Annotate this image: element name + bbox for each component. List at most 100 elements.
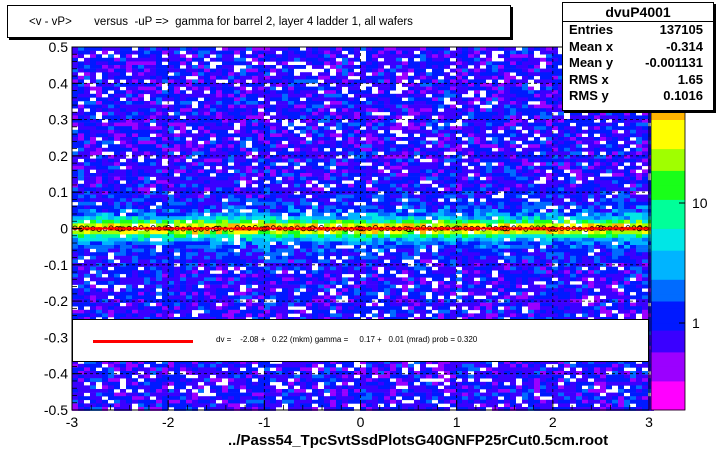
heatmap-cell xyxy=(96,122,102,127)
heatmap-cell xyxy=(258,93,264,98)
heatmap-cell xyxy=(114,129,120,134)
heatmap-cell xyxy=(474,129,480,134)
heatmap-cell xyxy=(522,205,528,210)
heatmap-cell xyxy=(222,86,228,91)
heatmap-cell xyxy=(348,129,354,134)
heatmap-cell xyxy=(378,230,384,235)
heatmap-cell xyxy=(192,198,198,203)
heatmap-cell xyxy=(156,111,162,116)
heatmap-cell xyxy=(558,108,564,113)
heatmap-cell xyxy=(426,237,432,242)
heatmap-cell xyxy=(468,151,474,156)
heatmap-cell xyxy=(366,245,372,249)
heatmap-cell xyxy=(312,219,318,224)
heatmap-cell xyxy=(564,191,570,195)
heatmap-cell xyxy=(546,155,552,159)
heatmap-cell xyxy=(84,144,90,149)
heatmap-cell xyxy=(534,72,540,77)
heatmap-cell xyxy=(384,241,390,246)
heatmap-cell xyxy=(114,104,120,109)
heatmap-cell xyxy=(444,223,450,228)
heatmap-cell xyxy=(276,104,282,109)
heatmap-cell xyxy=(432,198,438,203)
heatmap-cell xyxy=(534,119,540,123)
heatmap-cell xyxy=(468,212,474,217)
heatmap-cell xyxy=(126,158,132,163)
heatmap-cell xyxy=(522,169,528,174)
heatmap-cell xyxy=(144,162,150,167)
heatmap-cell xyxy=(474,209,480,213)
heatmap-cell xyxy=(246,129,252,134)
heatmap-cell xyxy=(474,173,480,177)
heatmap-cell xyxy=(150,79,156,84)
heatmap-cell xyxy=(504,47,510,51)
heatmap-cell xyxy=(294,241,300,246)
heatmap-cell xyxy=(444,75,450,80)
heatmap-cell xyxy=(240,230,246,235)
heatmap-cell xyxy=(432,241,438,246)
heatmap-cell xyxy=(108,147,114,152)
heatmap-cell xyxy=(180,191,186,195)
heatmap-cell xyxy=(174,86,180,91)
heatmap-cell xyxy=(510,245,516,249)
heatmap-cell xyxy=(408,126,414,131)
heatmap-cell xyxy=(408,198,414,203)
heatmap-cell xyxy=(270,65,276,69)
heatmap-cell xyxy=(504,176,510,181)
heatmap-cell xyxy=(582,234,588,239)
heatmap-cell xyxy=(408,108,414,113)
heatmap-cell xyxy=(414,248,420,253)
heatmap-cell xyxy=(360,205,366,210)
heatmap-cell xyxy=(600,158,606,163)
heatmap-cell xyxy=(564,122,570,127)
heatmap-cell xyxy=(120,241,126,246)
heatmap-cell xyxy=(138,180,144,185)
heatmap-cell xyxy=(444,209,450,213)
heatmap-cell xyxy=(246,248,252,253)
heatmap-cell xyxy=(396,191,402,195)
heatmap-cell xyxy=(84,187,90,192)
heatmap-cell xyxy=(222,83,228,87)
heatmap-cell xyxy=(456,83,462,87)
heatmap-cell xyxy=(486,97,492,102)
heatmap-cell xyxy=(348,151,354,156)
heatmap-cell xyxy=(624,209,630,213)
heatmap-cell xyxy=(174,54,180,59)
heatmap-cell xyxy=(246,187,252,192)
heatmap-cell xyxy=(90,212,96,217)
heatmap-cell xyxy=(456,158,462,163)
heatmap-cell xyxy=(126,191,132,195)
heatmap-cell xyxy=(156,54,162,59)
heatmap-cell xyxy=(186,93,192,98)
heatmap-cell xyxy=(468,237,474,242)
heatmap-cell xyxy=(522,50,528,55)
heatmap-cell xyxy=(360,165,366,170)
heatmap-cell xyxy=(432,212,438,217)
heatmap-cell xyxy=(360,191,366,195)
heatmap-cell xyxy=(318,158,324,163)
heatmap-cell xyxy=(366,194,372,199)
heatmap-cell xyxy=(378,83,384,87)
heatmap-cell xyxy=(318,93,324,98)
heatmap-cell xyxy=(630,194,636,199)
heatmap-cell xyxy=(630,169,636,174)
heatmap-cell xyxy=(270,47,276,51)
heatmap-cell xyxy=(120,50,126,55)
heatmap-cell xyxy=(174,209,180,213)
heatmap-cell xyxy=(534,122,540,127)
heatmap-cell xyxy=(498,90,504,95)
heatmap-cell xyxy=(186,57,192,62)
heatmap-cell xyxy=(636,137,642,141)
heatmap-cell xyxy=(84,191,90,195)
heatmap-cell xyxy=(228,144,234,149)
heatmap-cell xyxy=(492,234,498,239)
heatmap-cell xyxy=(102,205,108,210)
heatmap-cell xyxy=(546,93,552,98)
heatmap-cell xyxy=(402,176,408,181)
heatmap-cell xyxy=(318,47,324,51)
heatmap-cell xyxy=(168,155,174,159)
heatmap-cell xyxy=(144,201,150,206)
heatmap-cell xyxy=(252,50,258,55)
heatmap-cell xyxy=(510,230,516,235)
heatmap-cell xyxy=(522,180,528,185)
